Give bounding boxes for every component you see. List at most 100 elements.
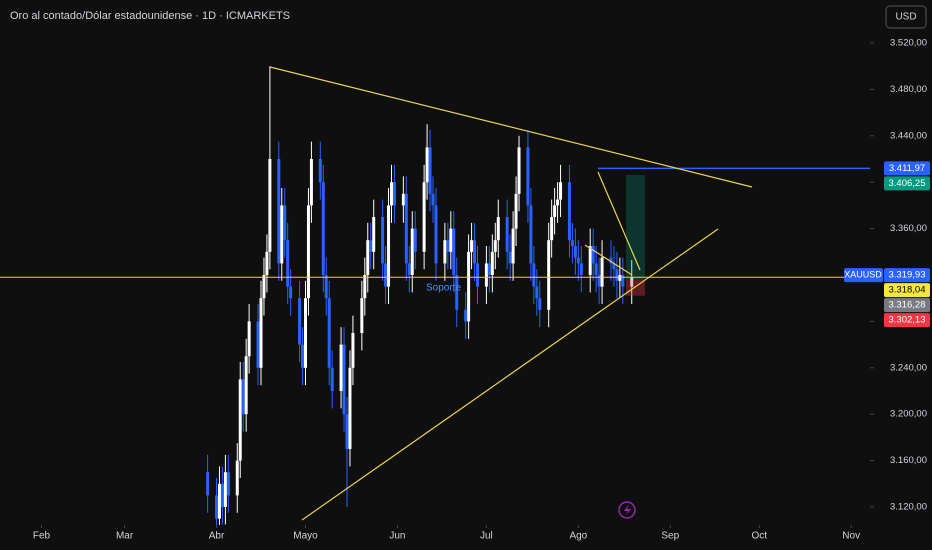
candle-body	[434, 205, 438, 264]
candle-body	[321, 182, 325, 275]
candle-body	[318, 159, 322, 183]
candle-body	[265, 251, 269, 275]
candle-body	[493, 240, 497, 252]
candle-body	[615, 269, 619, 281]
candle-body	[298, 298, 302, 345]
candle-body	[289, 286, 293, 299]
price-label-bg	[884, 313, 930, 328]
candle-body	[384, 263, 388, 287]
annotation: Soporte	[426, 283, 461, 294]
y-tick-label: 3.440,00	[890, 130, 927, 141]
candle-body	[514, 193, 518, 229]
currency-label[interactable]: USD	[895, 12, 916, 23]
x-tick-label: Feb	[33, 531, 51, 542]
candle-body	[339, 344, 343, 391]
candle-body	[324, 275, 328, 299]
currency-button[interactable]	[885, 5, 927, 29]
candle-body	[372, 217, 376, 252]
candle-body	[387, 205, 391, 287]
candle-body	[490, 251, 494, 275]
candle-body	[268, 159, 272, 252]
trend-line	[301, 228, 719, 521]
candle-body	[532, 263, 536, 287]
candle-body	[559, 182, 563, 200]
event-icon-bolt	[624, 504, 631, 516]
x-tick-label: Ago	[569, 531, 587, 542]
candle-body	[410, 228, 414, 275]
candle-body	[621, 275, 625, 287]
candle-body	[309, 159, 313, 206]
candle-body	[496, 217, 500, 241]
candle-body	[487, 263, 491, 275]
price-label-bg	[884, 283, 930, 298]
y-tick-label: 3.160,00	[890, 455, 927, 466]
price-label-bg	[884, 298, 930, 313]
candle-body	[223, 472, 227, 507]
candle-body	[508, 251, 512, 264]
event-icon[interactable]	[618, 501, 636, 519]
symbol-label: XAUUSD	[844, 269, 882, 279]
candle-body	[591, 246, 595, 264]
y-tick-label: 3.200,00	[890, 409, 927, 420]
candle-body	[618, 275, 622, 281]
candle-body	[600, 257, 604, 287]
drawings	[269, 66, 753, 521]
candle-body	[256, 321, 260, 368]
candle-body	[363, 275, 367, 299]
candle-body	[609, 257, 613, 264]
candle-body	[630, 277, 634, 287]
candle-body	[404, 193, 408, 264]
candle-body	[413, 228, 417, 252]
candle-body	[535, 286, 539, 299]
candle-body	[588, 246, 592, 275]
candle-body	[366, 240, 370, 275]
candle-body	[247, 321, 251, 357]
candle-body	[446, 240, 450, 252]
y-tick-label: 3.360,00	[890, 223, 927, 234]
candle-body	[407, 263, 411, 275]
candle-body	[381, 217, 385, 264]
y-tick-label: 3.480,00	[890, 84, 927, 95]
candle-body	[428, 147, 432, 194]
price-label-bg	[884, 161, 930, 176]
candle-body	[217, 483, 221, 519]
candle-body	[553, 205, 557, 217]
candle-body	[422, 182, 426, 252]
candle-body	[570, 240, 574, 246]
candle-body	[220, 483, 224, 507]
candle-body	[425, 147, 429, 183]
trend-line	[269, 66, 753, 188]
candle-body	[348, 367, 352, 449]
candle-body	[342, 344, 346, 415]
candle-body	[473, 240, 477, 264]
y-tick-label: 3.520,00	[890, 38, 927, 49]
candle-body	[579, 263, 583, 275]
candle-body	[467, 251, 471, 322]
candle-body	[517, 147, 521, 194]
candle-body	[538, 298, 542, 310]
candle-body	[283, 205, 287, 241]
candle-body	[351, 333, 355, 368]
candle-body	[241, 379, 245, 415]
candle-body	[455, 275, 459, 310]
trend-line	[584, 244, 633, 276]
candle-body	[259, 298, 263, 368]
candle-body	[511, 228, 515, 264]
candle-body	[464, 309, 468, 322]
candle-body	[452, 228, 456, 275]
candle-body	[303, 298, 307, 368]
plot-area	[0, 66, 870, 525]
candle-body	[401, 193, 405, 206]
price-label: 3.319,93	[889, 270, 926, 281]
candle-body	[505, 217, 509, 252]
price-label: 3.316,28	[889, 300, 926, 311]
candle-body	[476, 263, 480, 287]
candle-body	[238, 379, 242, 461]
price-label: 3.411,97	[889, 163, 925, 174]
candle-body	[306, 205, 310, 299]
candle-body	[206, 472, 210, 496]
candle-body	[392, 182, 396, 206]
price-label-bg	[884, 176, 930, 191]
candle-body	[327, 298, 331, 368]
candle-body	[470, 240, 474, 252]
